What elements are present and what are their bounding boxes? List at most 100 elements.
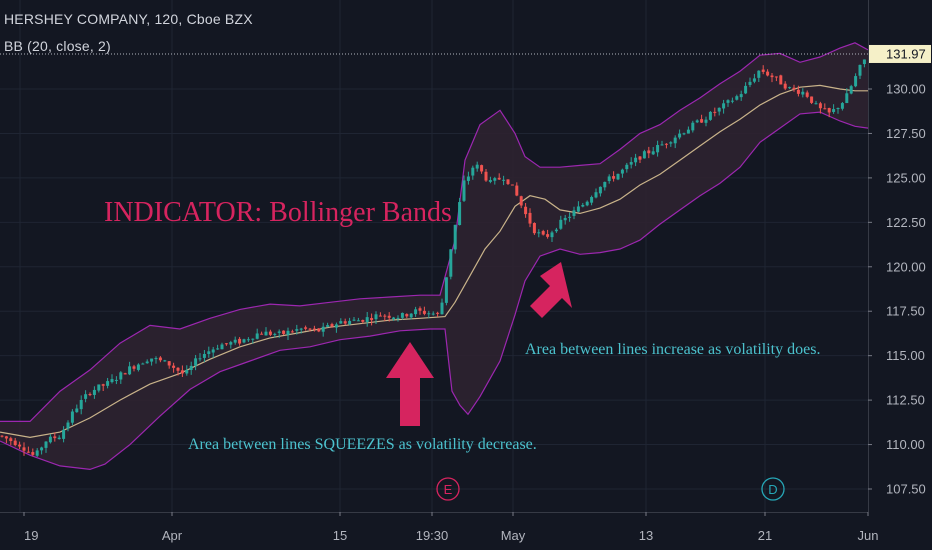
candle-body	[620, 169, 624, 174]
candle-body	[92, 389, 96, 395]
candle-body	[840, 103, 844, 109]
price-tick-label: 107.50	[886, 482, 926, 497]
candle-body	[466, 176, 470, 181]
event-marker-d[interactable]: D	[761, 477, 785, 501]
candle-body	[361, 320, 365, 322]
candle-body	[730, 100, 734, 102]
event-circle	[436, 477, 460, 501]
candle-body	[26, 451, 30, 453]
candle-body	[106, 381, 110, 386]
candle-body	[770, 75, 774, 78]
band-fill	[0, 42, 868, 470]
candle-body	[568, 216, 572, 218]
candle-body	[321, 326, 325, 332]
candle-body	[172, 365, 176, 368]
event-label: D	[768, 482, 777, 497]
candle-body	[374, 314, 378, 320]
price-tick-label: 127.50	[886, 126, 926, 141]
candle-body	[832, 109, 836, 112]
candle-body	[827, 108, 831, 113]
candle-body	[783, 83, 787, 89]
candle-body	[554, 229, 558, 232]
candle-body	[66, 422, 70, 429]
candle-body	[348, 320, 352, 325]
indicator-legend[interactable]: BB (20, close, 2)	[4, 38, 111, 54]
candle-body	[695, 120, 699, 123]
price-tick-label: 122.50	[886, 215, 926, 230]
candle-body	[757, 70, 761, 78]
candle-body	[387, 315, 391, 318]
candle-body	[176, 367, 180, 371]
candle-body	[414, 309, 418, 315]
candle-body	[409, 313, 413, 318]
lower-band-line	[0, 111, 869, 471]
candle-body	[35, 450, 39, 456]
candle-body	[163, 360, 167, 362]
candle-body	[22, 447, 26, 451]
candle-body	[678, 133, 682, 138]
candle-body	[660, 144, 664, 146]
candle-body	[211, 349, 215, 353]
symbol-title[interactable]: HERSHEY COMPANY, 120, Cboe BZX	[4, 11, 253, 27]
candle-body	[436, 312, 440, 314]
candle-body	[664, 143, 668, 145]
candle-body	[312, 328, 316, 330]
candle-body	[497, 177, 501, 180]
candle-body	[189, 365, 193, 370]
time-tick-label: May	[501, 528, 526, 543]
candle-body	[444, 277, 448, 303]
candle-body	[726, 100, 730, 103]
candle-body	[845, 93, 849, 104]
candle-body	[818, 103, 822, 109]
candle-body	[334, 324, 338, 328]
candle-body	[167, 361, 171, 366]
candle-body	[242, 339, 246, 343]
candle-body	[158, 357, 162, 361]
candle-body	[774, 76, 778, 78]
candle-body	[383, 315, 387, 317]
candle-body	[88, 394, 92, 396]
candle-body	[308, 328, 312, 330]
candle-body	[647, 150, 651, 154]
candle-body	[53, 436, 57, 439]
candle-body	[581, 204, 585, 207]
candle-body	[220, 344, 224, 350]
candle-body	[607, 176, 611, 182]
candle-body	[154, 358, 158, 360]
candle-body	[9, 438, 13, 442]
candle-body	[224, 343, 228, 345]
candle-body	[656, 145, 660, 153]
candle-body	[299, 328, 303, 330]
candle-body	[264, 331, 268, 336]
candle-body	[4, 436, 8, 439]
candle-body	[510, 184, 514, 186]
candle-body	[44, 441, 48, 448]
candle-body	[339, 321, 343, 324]
event-marker-e[interactable]: E	[436, 477, 460, 501]
candle-body	[739, 94, 743, 98]
candle-body	[343, 321, 347, 324]
annotation-title: INDICATOR: Bollinger Bands	[104, 197, 452, 228]
price-tick-label: 125.00	[886, 170, 926, 185]
candle-body	[238, 338, 242, 344]
candle-body	[229, 342, 233, 345]
candle-body	[537, 232, 541, 234]
candle-body	[519, 196, 523, 206]
candle-body	[634, 157, 638, 163]
candle-body	[532, 223, 536, 234]
candle-body	[801, 91, 805, 95]
candle-body	[70, 411, 74, 423]
candle-body	[0, 435, 4, 437]
candle-body	[708, 111, 712, 120]
candle-body	[101, 384, 105, 386]
candle-body	[216, 348, 220, 350]
candle-body	[31, 452, 35, 455]
candle-body	[550, 232, 554, 238]
candle-body	[462, 180, 466, 201]
candle-body	[488, 180, 492, 182]
candle-body	[616, 173, 620, 180]
time-tick-label: 19:30	[416, 528, 449, 543]
